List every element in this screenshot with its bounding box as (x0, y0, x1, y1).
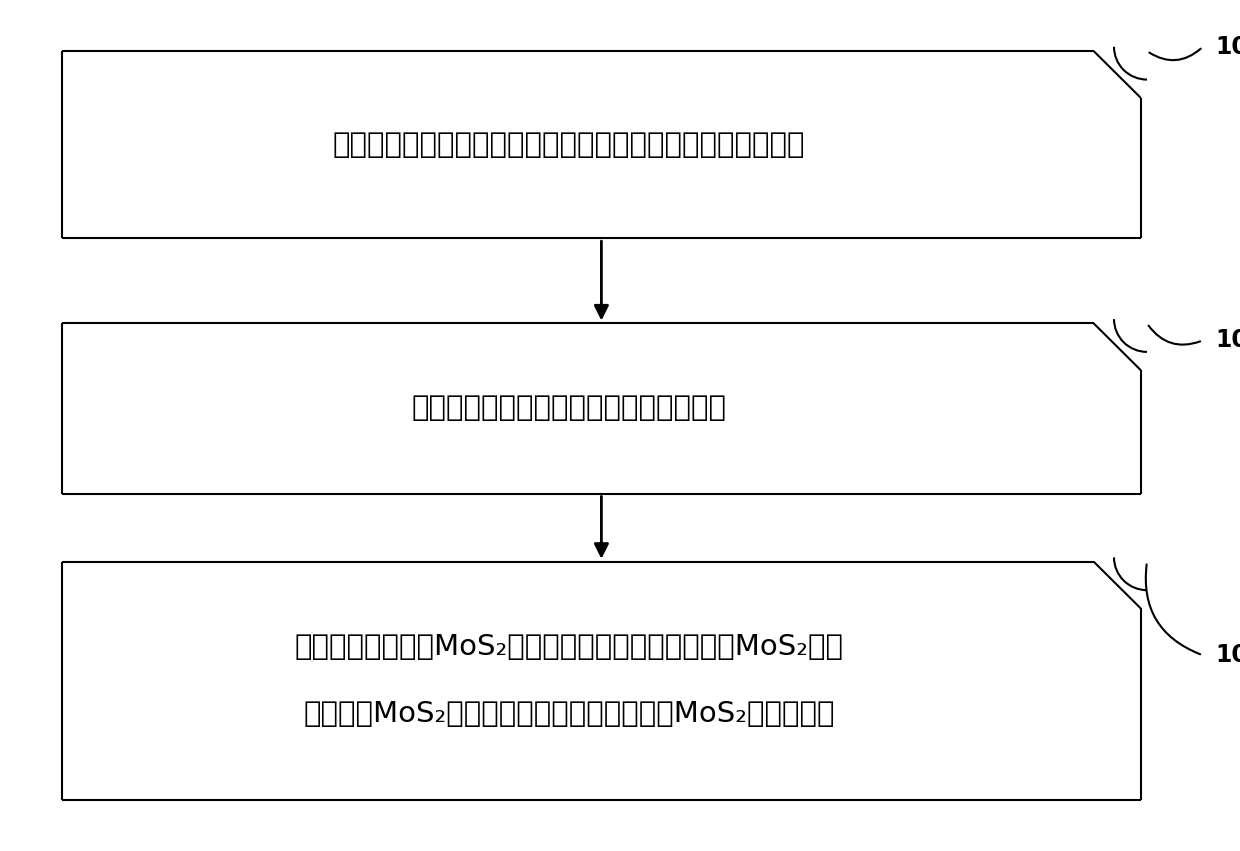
Text: 加热，使MoS₂升华至柔性基板上，凝华得到MoS₂纳米点阵列: 加热，使MoS₂升华至柔性基板上，凝华得到MoS₂纳米点阵列 (304, 700, 835, 728)
Text: 将所述洁净基板进行烘干，得到干燥基板: 将所述洁净基板进行烘干，得到干燥基板 (412, 395, 727, 422)
Text: 101: 101 (1215, 35, 1240, 59)
Text: 103: 103 (1215, 643, 1240, 667)
Text: 将所述干燥基板和MoS₂粉末放置于真空蒸镀仪中，对MoS₂进行: 将所述干燥基板和MoS₂粉末放置于真空蒸镀仪中，对MoS₂进行 (295, 633, 843, 661)
Text: 将溅射有铟锡氧化物薄膜的柔性基板进行清洗，得到洁净基板: 将溅射有铟锡氧化物薄膜的柔性基板进行清洗，得到洁净基板 (332, 131, 805, 158)
Text: 102: 102 (1215, 328, 1240, 352)
